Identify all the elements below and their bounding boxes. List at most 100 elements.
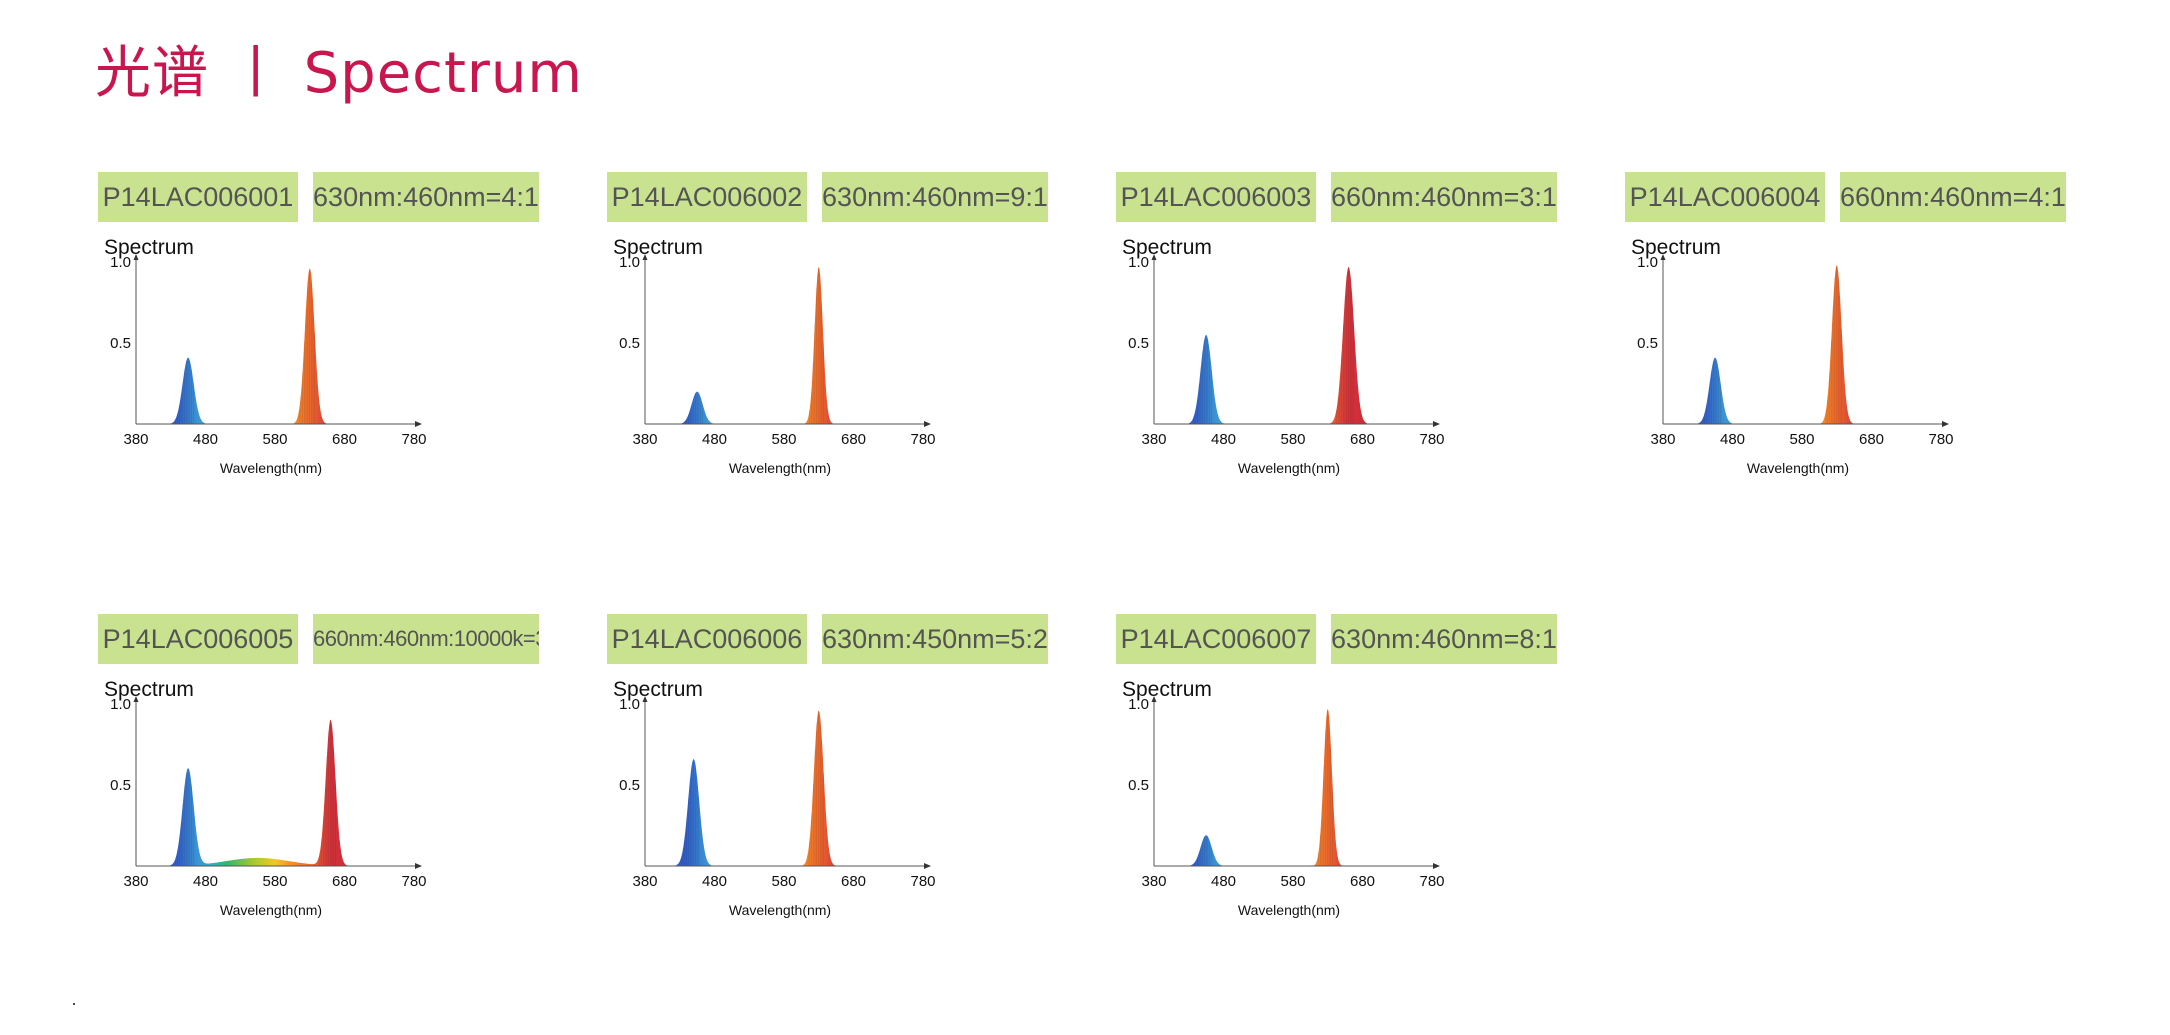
y-axis-arrow	[1660, 254, 1666, 260]
x-tick-label: 380	[632, 431, 657, 448]
x-axis-title: Wavelength(nm)	[729, 902, 831, 918]
x-tick-label: 580	[771, 431, 796, 448]
spectrum-area	[645, 266, 923, 424]
x-tick-label: 580	[771, 873, 796, 890]
x-tick-label: 580	[1280, 431, 1305, 448]
page-dot	[73, 1003, 75, 1005]
spectrum-panel-6: P14LAC006006 630nm:450nm=5:2 Spectrum 38…	[607, 614, 1112, 944]
y-tick-label: 0.5	[1128, 335, 1149, 352]
x-tick-label: 580	[262, 431, 287, 448]
x-axis-arrow	[924, 421, 931, 427]
x-tick-label: 480	[1211, 873, 1236, 890]
spectrum-chart-3: 380 480 580 680 780 0.5 1.0 Wavelength(nm)	[1128, 254, 1445, 476]
x-axis-title: Wavelength(nm)	[729, 460, 831, 476]
x-axis-arrow	[1942, 421, 1949, 427]
y-axis-arrow	[642, 696, 648, 702]
x-tick-label: 380	[1141, 873, 1166, 890]
spectrum-label: Spectrum	[613, 678, 703, 701]
y-tick-label: 1.0	[110, 254, 131, 271]
product-code-tag: P14LAC006004	[1625, 172, 1825, 222]
spectrum-area	[136, 719, 414, 866]
product-code-tag: P14LAC006002	[607, 172, 807, 222]
x-axis-arrow	[415, 421, 422, 427]
x-tick-label: 780	[1419, 431, 1444, 448]
x-axis-arrow	[924, 863, 931, 869]
x-tick-label: 480	[1720, 431, 1745, 448]
y-tick-label: 0.5	[1637, 335, 1658, 352]
x-tick-label: 780	[401, 431, 426, 448]
product-code-tag: P14LAC006005	[98, 614, 298, 664]
x-tick-label: 380	[1650, 431, 1675, 448]
x-tick-label: 580	[1789, 431, 1814, 448]
spectrum-panel-5: P14LAC006005 660nm:460nm:10000k=3:1:1 Sp…	[98, 614, 603, 944]
spectrum-panel-3: P14LAC006003 660nm:460nm=3:1 Spectrum 38…	[1116, 172, 1621, 502]
spectrum-label: Spectrum	[1122, 678, 1212, 701]
x-axis-arrow	[415, 863, 422, 869]
spectrum-area	[1154, 708, 1432, 866]
y-tick-label: 0.5	[110, 777, 131, 794]
y-tick-label: 1.0	[1128, 254, 1149, 271]
ratio-tag: 660nm:460nm:10000k=3:1:1	[313, 614, 539, 664]
spectrum-chart-2: 380 480 580 680 780 0.5 1.0 Wavelength(nm)	[619, 254, 936, 476]
y-tick-label: 1.0	[619, 254, 640, 271]
x-tick-label: 580	[262, 873, 287, 890]
x-axis-title: Wavelength(nm)	[220, 902, 322, 918]
ratio-tag: 630nm:450nm=5:2	[822, 614, 1048, 664]
x-tick-label: 380	[123, 431, 148, 448]
x-axis-arrow	[1433, 863, 1440, 869]
y-axis-arrow	[642, 254, 648, 260]
ratio-tag: 630nm:460nm=9:1	[822, 172, 1048, 222]
spectrum-chart-4: 380 480 580 680 780 0.5 1.0 Wavelength(nm)	[1637, 254, 1954, 476]
x-axis-title: Wavelength(nm)	[1238, 902, 1340, 918]
x-tick-label: 480	[702, 431, 727, 448]
x-tick-label: 680	[1350, 873, 1375, 890]
spectrum-panel-1: P14LAC006001 630nm:460nm=4:1 Spectrum 38…	[98, 172, 603, 502]
x-axis-title: Wavelength(nm)	[1747, 460, 1849, 476]
y-axis-arrow	[1151, 254, 1157, 260]
spectrum-label: Spectrum	[613, 236, 703, 259]
x-tick-label: 380	[1141, 431, 1166, 448]
x-tick-label: 780	[1928, 431, 1953, 448]
spectrum-panel-4: P14LAC006004 660nm:460nm=4:1 Spectrum 38…	[1625, 172, 2130, 502]
spectrum-label: Spectrum	[1122, 236, 1212, 259]
product-code-tag: P14LAC006006	[607, 614, 807, 664]
product-code-tag: P14LAC006007	[1116, 614, 1316, 664]
x-tick-label: 480	[1211, 431, 1236, 448]
spectrum-label: Spectrum	[104, 236, 194, 259]
x-tick-label: 680	[332, 431, 357, 448]
page-title: 光谱 丨 Spectrum	[95, 41, 583, 106]
product-code-tag: P14LAC006003	[1116, 172, 1316, 222]
x-axis-title: Wavelength(nm)	[1238, 460, 1340, 476]
spectrum-area	[136, 268, 414, 424]
x-tick-label: 480	[702, 873, 727, 890]
y-tick-label: 0.5	[619, 335, 640, 352]
x-tick-label: 380	[632, 873, 657, 890]
x-tick-label: 780	[401, 873, 426, 890]
spectrum-label: Spectrum	[104, 678, 194, 701]
y-axis-arrow	[1151, 696, 1157, 702]
ratio-tag: 660nm:460nm=4:1	[1840, 172, 2066, 222]
spectrum-chart-7: 380 480 580 680 780 0.5 1.0 Wavelength(nm)	[1128, 696, 1445, 918]
y-tick-label: 0.5	[110, 335, 131, 352]
ratio-tag: 630nm:460nm=4:1	[313, 172, 539, 222]
y-tick-label: 1.0	[110, 696, 131, 713]
y-tick-label: 1.0	[1637, 254, 1658, 271]
spectrum-chart-6: 380 480 580 680 780 0.5 1.0 Wavelength(nm)	[619, 696, 936, 918]
x-tick-label: 780	[910, 431, 935, 448]
x-tick-label: 780	[910, 873, 935, 890]
product-code-tag: P14LAC006001	[98, 172, 298, 222]
x-tick-label: 680	[332, 873, 357, 890]
x-tick-label: 780	[1419, 873, 1444, 890]
x-tick-label: 580	[1280, 873, 1305, 890]
y-tick-label: 0.5	[1128, 777, 1149, 794]
x-tick-label: 480	[193, 431, 218, 448]
x-tick-label: 680	[1350, 431, 1375, 448]
spectrum-label: Spectrum	[1631, 236, 1721, 259]
y-axis-arrow	[133, 254, 139, 260]
y-tick-label: 1.0	[619, 696, 640, 713]
spectrum-area	[1663, 265, 1941, 424]
x-tick-label: 680	[841, 431, 866, 448]
x-tick-label: 480	[193, 873, 218, 890]
spectrum-panel-2: P14LAC006002 630nm:460nm=9:1 Spectrum 38…	[607, 172, 1112, 502]
spectrum-chart-1: 380 480 580 680 780 0.5 1.0 Wavelength(nm)	[110, 254, 427, 476]
